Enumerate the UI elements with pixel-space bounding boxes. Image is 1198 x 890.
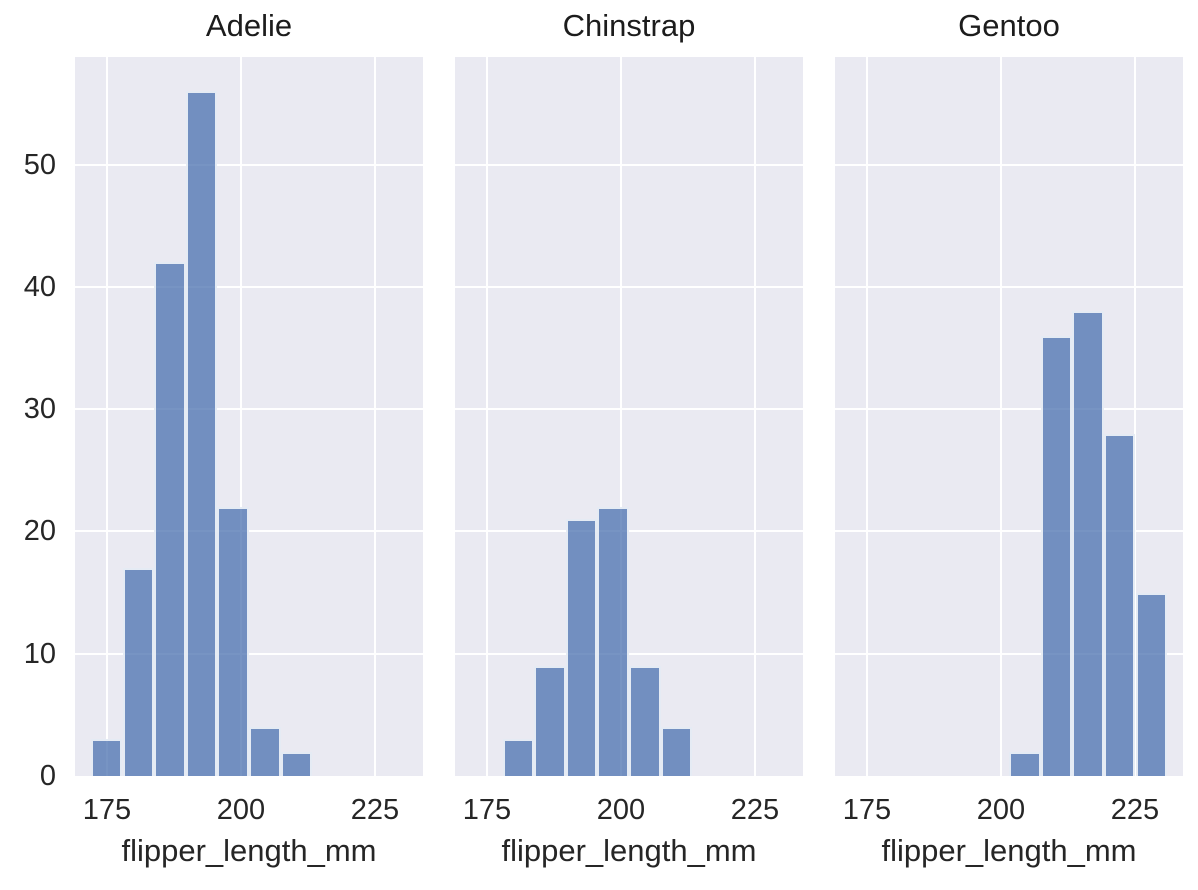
histogram-bar: [1040, 335, 1073, 776]
x-axis-label: flipper_length_mm: [881, 833, 1137, 868]
x-gridline: [485, 57, 488, 776]
facet-gentoo: Gentoo flipper_length_mm 175 200 225: [835, 0, 1183, 890]
x-gridline: [754, 57, 756, 776]
histogram-bar: [1135, 592, 1168, 776]
x-tick-label: 175: [462, 794, 512, 826]
y-gridline: [455, 530, 803, 533]
x-gridline: [865, 57, 868, 776]
x-tick-label: 175: [842, 794, 892, 826]
y-gridline: [835, 408, 1183, 411]
plot-area-chinstrap: [455, 57, 803, 776]
y-tick-label: 0: [39, 760, 56, 792]
x-tick-label: 225: [730, 794, 780, 826]
facet-chinstrap: Chinstrap flipper_length_mm 175 200 225: [455, 0, 803, 890]
histogram-bar: [565, 519, 598, 776]
histogram-bar: [1072, 311, 1104, 776]
y-tick-label: 30: [23, 393, 56, 426]
facet-title: Gentoo: [958, 8, 1060, 43]
plot-area-adelie: [75, 57, 423, 776]
histogram-bar: [660, 727, 693, 776]
x-axis-label: flipper_length_mm: [501, 833, 757, 868]
x-gridline: [1134, 57, 1136, 776]
y-gridline: [835, 652, 1183, 655]
x-tick-label: 200: [216, 794, 266, 826]
x-tick-label: 200: [976, 794, 1026, 826]
x-tick-label: 225: [1110, 794, 1160, 826]
histogram-bar: [249, 727, 281, 776]
x-axis-label: flipper_length_mm: [121, 833, 377, 868]
x-gridline: [1000, 57, 1002, 776]
x-tick-label: 175: [82, 794, 132, 826]
y-gridline: [835, 163, 1183, 166]
x-gridline: [105, 57, 108, 776]
histogram-bar: [1009, 751, 1041, 776]
histogram-bar: [154, 262, 186, 776]
y-tick-label: 50: [23, 148, 56, 181]
histogram-bar: [534, 665, 566, 776]
y-tick-label: 20: [23, 515, 56, 548]
y-gridline: [455, 408, 803, 411]
facet-title: Adelie: [205, 8, 293, 43]
y-gridline: [455, 163, 803, 166]
facet-adelie: Adelie flipper_length_mm 175 200 225: [75, 0, 423, 890]
histogram-bar: [629, 665, 661, 776]
x-tick-label: 200: [596, 794, 646, 826]
x-gridline: [620, 57, 622, 776]
y-gridline: [835, 530, 1183, 533]
histogram-bar: [90, 739, 123, 776]
plot-area-gentoo: [835, 57, 1183, 776]
y-gridline: [75, 408, 423, 411]
histogram-bar: [1103, 433, 1136, 776]
y-gridline: [75, 163, 423, 166]
y-gridline: [835, 285, 1183, 288]
facet-title: Chinstrap: [562, 8, 696, 43]
y-gridline: [75, 652, 423, 655]
histogram-bar: [217, 507, 249, 776]
histogram-bar: [502, 739, 535, 776]
y-gridline: [455, 652, 803, 655]
y-gridline: [75, 285, 423, 288]
x-gridline: [240, 57, 242, 776]
y-tick-label: 40: [23, 270, 56, 303]
histogram-bar: [122, 568, 155, 776]
y-tick-label: 10: [23, 637, 56, 670]
x-tick-label: 225: [350, 794, 400, 826]
histogram-bar: [185, 91, 218, 776]
histogram-bar: [280, 751, 313, 776]
y-gridline: [75, 530, 423, 533]
histogram-bar: [597, 507, 629, 776]
x-gridline: [374, 57, 376, 776]
y-gridline: [455, 285, 803, 288]
